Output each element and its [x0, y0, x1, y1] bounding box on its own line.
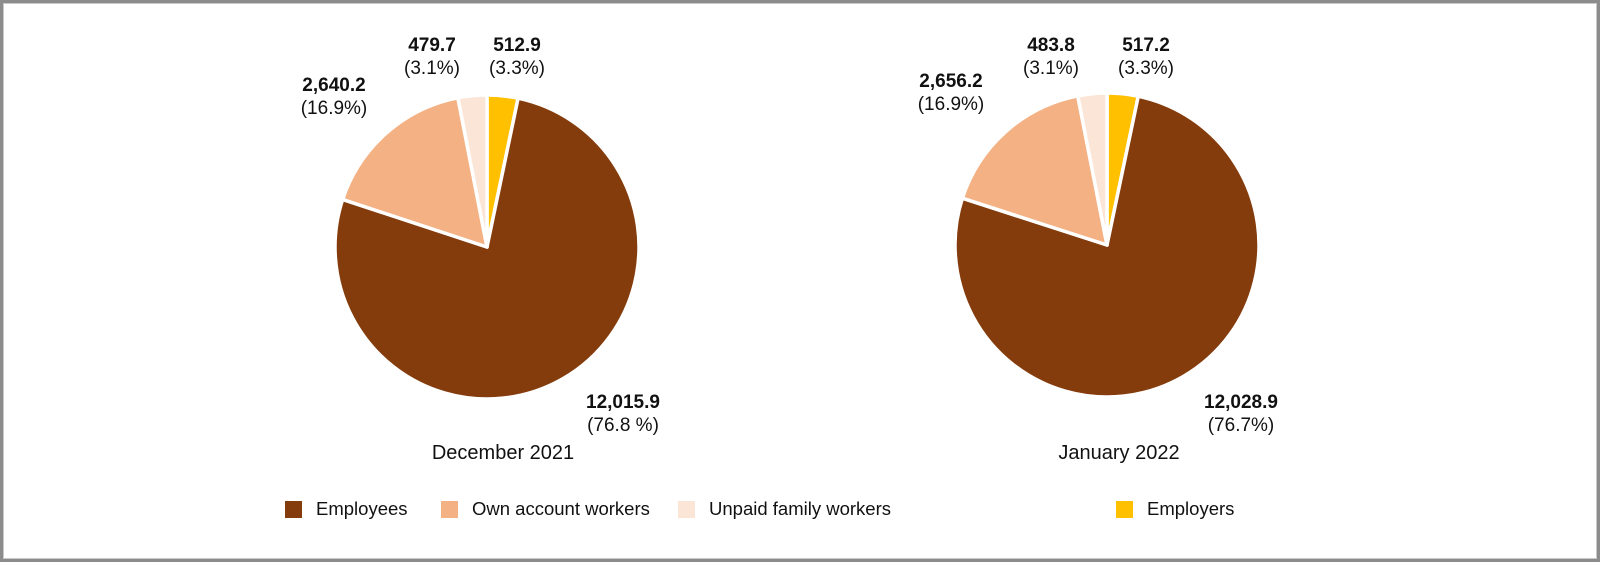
- label-unpaid-family-jan-value: 483.8: [1027, 35, 1075, 56]
- pie-january-2022: [953, 91, 1261, 399]
- label-employers-dec: 512.9 (3.3%): [447, 34, 587, 80]
- pie-title-january-2022: January 2022: [1058, 442, 1180, 464]
- legend-label-employers: Employers: [1147, 498, 1235, 519]
- label-employees-jan: 12,028.9 (76.7%): [1166, 391, 1316, 437]
- label-own-account-jan-value: 2,656.2: [919, 71, 983, 92]
- legend-label-employees: Employees: [316, 498, 408, 519]
- legend-swatch-employers: [1116, 500, 1133, 518]
- label-employers-jan-value: 517.2: [1122, 35, 1170, 56]
- label-employers-jan-pct: (3.3%): [1118, 58, 1174, 79]
- label-own-account-dec: 2,640.2 (16.9%): [264, 74, 404, 120]
- pie-slice-own-account-workers: [340, 96, 489, 249]
- pie-slice-own-account-workers: [960, 94, 1109, 247]
- label-employees-jan-pct: (76.7%): [1207, 415, 1275, 436]
- legend-swatch-unpaid-family-workers: [678, 500, 695, 518]
- label-unpaid-family-dec-pct: (3.1%): [404, 58, 460, 79]
- legend-swatch-employees: [285, 500, 302, 518]
- label-employees-jan-value: 12,028.9: [1204, 392, 1278, 413]
- label-unpaid-family-jan: 483.8 (3.1%): [981, 34, 1121, 80]
- label-unpaid-family-jan-pct: (3.1%): [1023, 58, 1079, 79]
- legend-item-own-account-workers: Own account workers: [441, 499, 650, 519]
- label-employees-dec-pct: (76.8 %): [587, 415, 659, 436]
- label-unpaid-family-dec-value: 479.7: [408, 35, 456, 56]
- label-own-account-jan: 2,656.2 (16.9%): [881, 70, 1021, 116]
- pie-title-december-2021: December 2021: [431, 442, 575, 464]
- label-employers-dec-value: 512.9: [493, 35, 541, 56]
- legend-item-employers: Employers: [1116, 499, 1234, 519]
- label-employees-dec: 12,015.9 (76.8 %): [548, 391, 698, 437]
- legend-item-employees: Employees: [285, 499, 408, 519]
- label-employees-dec-value: 12,015.9: [586, 392, 660, 413]
- label-employers-dec-pct: (3.3%): [489, 58, 545, 79]
- label-own-account-jan-pct: (16.9%): [917, 94, 985, 115]
- pie-december-2021: [333, 93, 641, 401]
- label-own-account-dec-value: 2,640.2: [302, 75, 366, 96]
- legend-item-unpaid-family-workers: Unpaid family workers: [678, 499, 891, 519]
- legend-label-unpaid-family-workers: Unpaid family workers: [709, 498, 891, 519]
- label-employers-jan: 517.2 (3.3%): [1076, 34, 1216, 80]
- legend-label-own-account-workers: Own account workers: [472, 498, 650, 519]
- legend-swatch-own-account-workers: [441, 500, 458, 518]
- label-own-account-dec-pct: (16.9%): [300, 98, 368, 119]
- label-unpaid-family-dec: 479.7 (3.1%): [362, 34, 502, 80]
- pie-slice-unpaid-family-workers: [1075, 91, 1109, 247]
- pie-slice-unpaid-family-workers: [456, 93, 489, 249]
